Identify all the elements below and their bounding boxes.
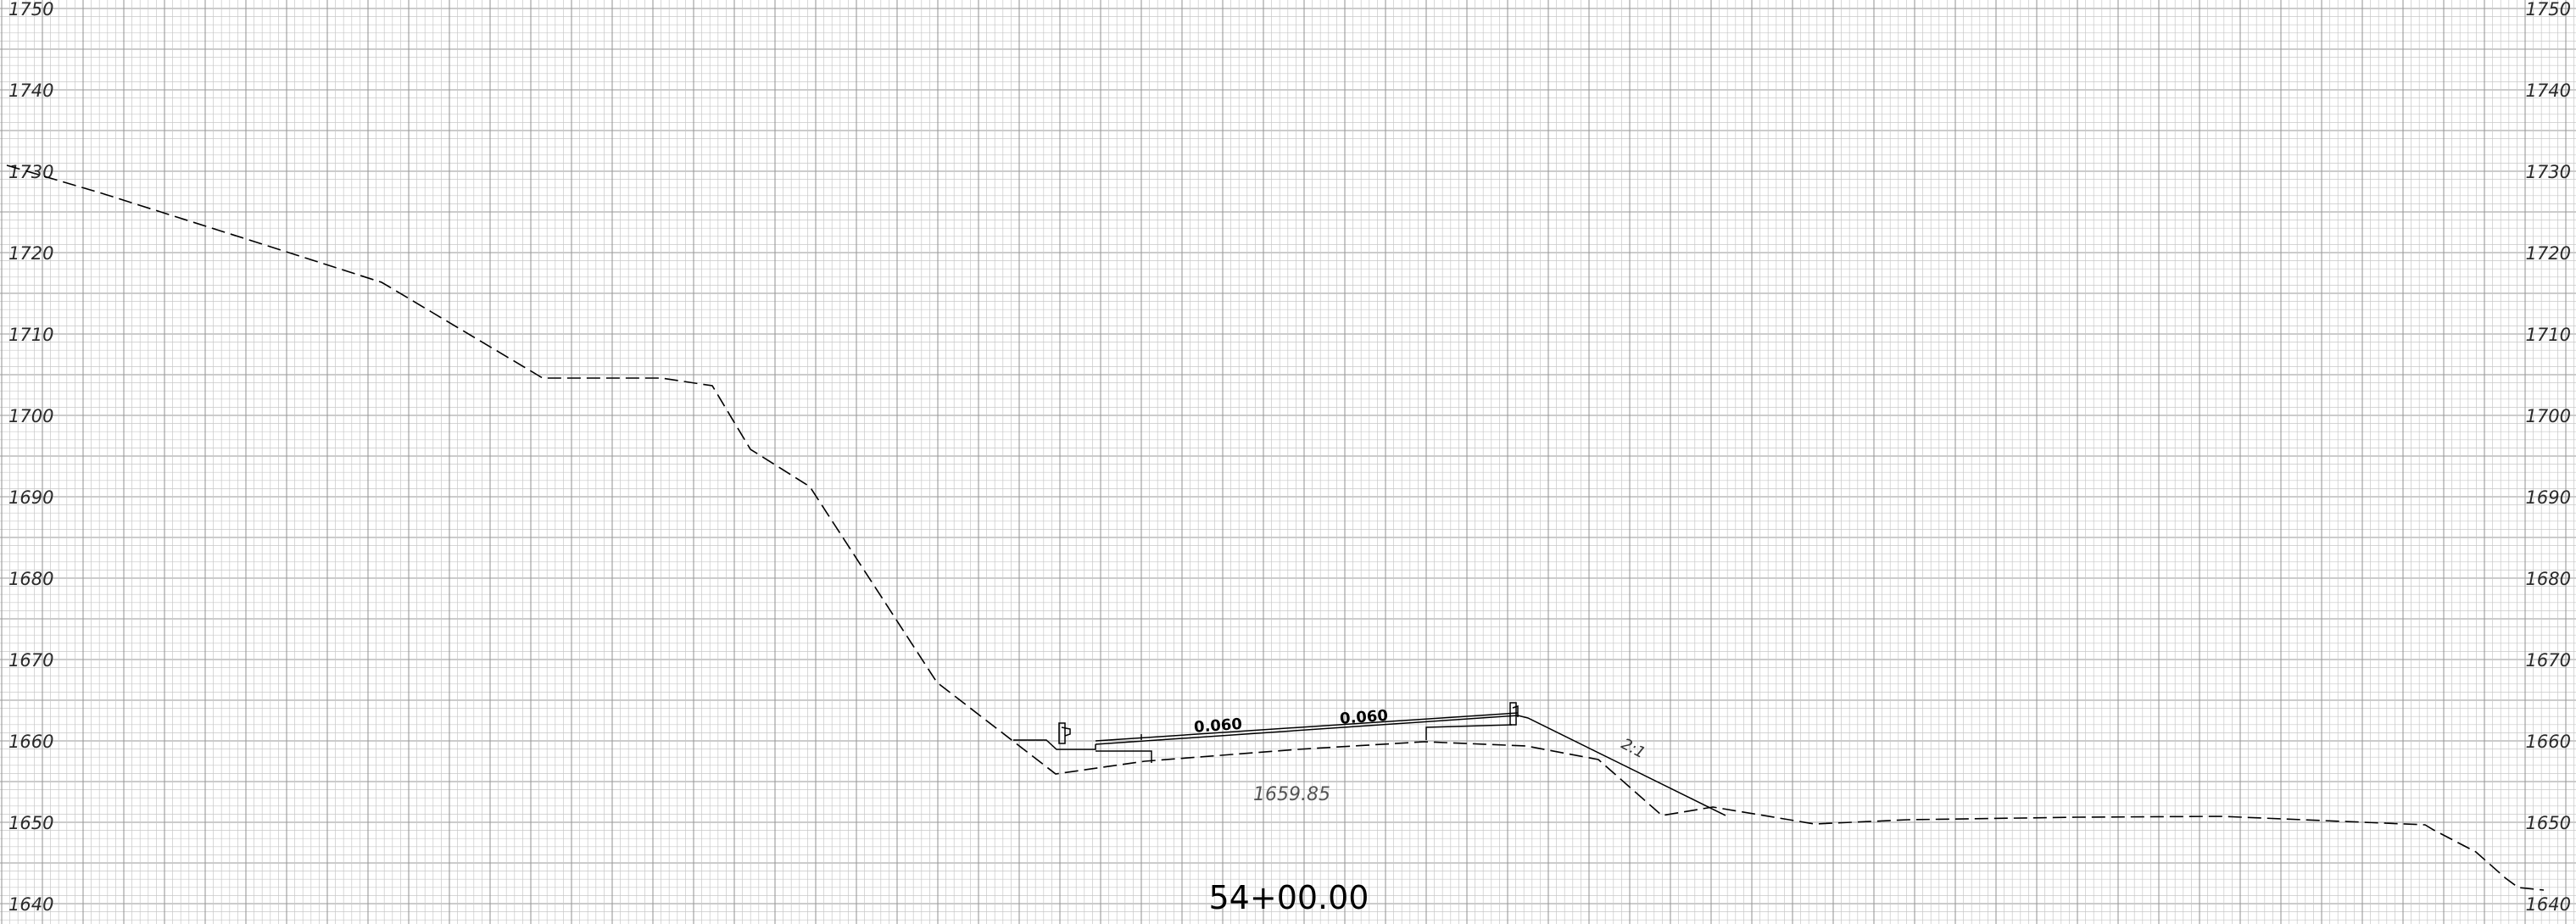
elevation-label-right: 1660 xyxy=(2526,732,2571,752)
finished-grade-line-top xyxy=(1095,712,1519,742)
station-label: 54+00.00 xyxy=(1209,879,1369,916)
elevation-label-right: 1640 xyxy=(2526,894,2571,915)
left-curb-face xyxy=(1061,726,1071,737)
right-curb-face xyxy=(1512,704,1519,717)
elevation-label-left: 1720 xyxy=(8,243,53,264)
elevation-labels-right: 1750 1740 1730 1720 1710 1700 1690 1680 1670 1660… xyxy=(2526,0,2571,915)
proposed-section xyxy=(1013,702,1726,816)
elevation-label-left: 1650 xyxy=(8,813,53,833)
left-ditch xyxy=(1013,739,1062,750)
existing-ground-line xyxy=(6,164,2545,891)
elevation-label-left: 1710 xyxy=(8,325,53,345)
elevation-label-right: 1730 xyxy=(2526,162,2571,182)
elevation-label-right: 1680 xyxy=(2526,569,2571,589)
finished-grade-elevation-label: 1659.85 xyxy=(1253,784,1330,805)
subgrade-left xyxy=(1096,750,1152,763)
elevation-label-left: 1740 xyxy=(8,81,53,101)
finished-grade-line xyxy=(1095,715,1519,745)
elevation-label-left: 1690 xyxy=(8,487,53,508)
elevation-label-left: 1640 xyxy=(8,894,53,915)
right-fill-slope xyxy=(1517,715,1726,816)
left-shoulder xyxy=(1062,744,1096,750)
slope-label-right: 0.060 xyxy=(1339,707,1388,728)
elevation-label-right: 1750 xyxy=(2526,0,2571,19)
elevation-label-left: 1680 xyxy=(8,569,53,589)
elevation-label-left: 1670 xyxy=(8,650,53,671)
elevation-label-right: 1690 xyxy=(2526,487,2571,508)
left-curb xyxy=(1058,722,1066,744)
subgrade-right xyxy=(1425,724,1513,740)
elevation-label-left: 1660 xyxy=(8,732,53,752)
elevation-label-left: 1700 xyxy=(8,406,53,426)
elevation-label-right: 1700 xyxy=(2526,406,2571,426)
right-curb xyxy=(1509,702,1517,726)
elevation-label-left: 1750 xyxy=(8,0,53,19)
elevation-label-right: 1740 xyxy=(2526,81,2571,101)
elevation-label-right: 1710 xyxy=(2526,325,2571,345)
slope-label-left: 0.060 xyxy=(1193,715,1242,737)
elevation-label-right: 1720 xyxy=(2526,243,2571,264)
elevation-label-right: 1670 xyxy=(2526,650,2571,671)
elevation-label-right: 1650 xyxy=(2526,813,2571,833)
